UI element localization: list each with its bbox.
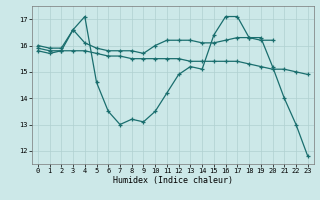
X-axis label: Humidex (Indice chaleur): Humidex (Indice chaleur)	[113, 176, 233, 185]
